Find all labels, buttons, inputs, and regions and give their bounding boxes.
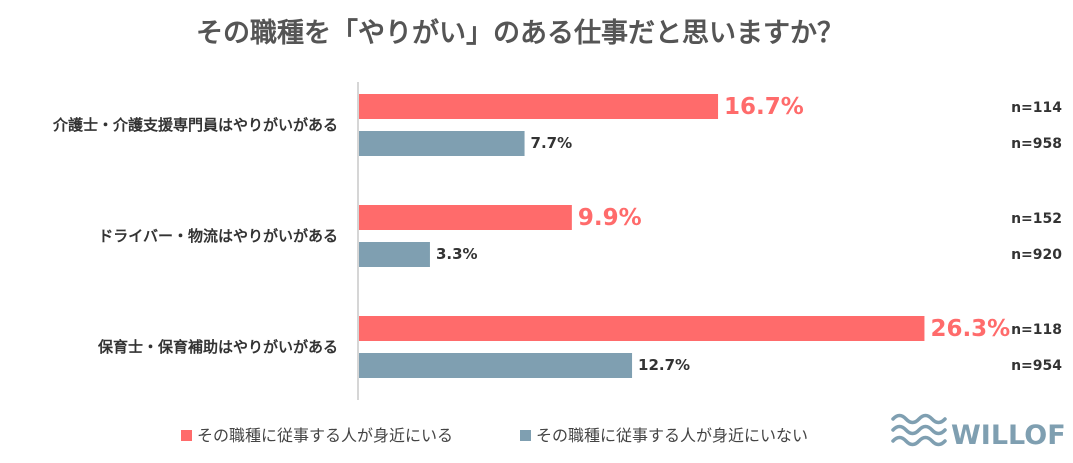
sample-size-label: n=118 — [1011, 322, 1062, 338]
data-label: 12.7% — [638, 356, 690, 374]
category-label: 保育士・保育補助はやりがいがある — [97, 338, 338, 356]
bar-not-nearby — [359, 131, 525, 156]
willof-logo: WILLOF — [891, 413, 1066, 451]
bar-not-nearby — [359, 353, 633, 378]
bar-nearby — [359, 94, 719, 119]
bars-layer: 介護士・介護支援専門員はやりがいがある 16.7% n=114 7.7% n=958 ドラ… — [52, 94, 1062, 378]
waves-icon — [891, 413, 947, 447]
data-label: 9.9% — [578, 205, 642, 231]
bar-not-nearby — [359, 242, 430, 267]
data-label: 16.7% — [724, 94, 804, 120]
legend-label: その職種に従事する人が身近にいない — [536, 426, 808, 445]
legend-swatch — [520, 430, 531, 441]
data-label: 7.7% — [531, 134, 573, 152]
wave-line — [891, 413, 947, 425]
category-label: 介護士・介護支援専門員はやりがいがある — [52, 116, 338, 134]
legend: その職種に従事する人が身近にいる その職種に従事する人が身近にいない — [181, 426, 808, 445]
wave-line — [891, 424, 947, 436]
legend-swatch — [181, 430, 192, 441]
chart-title: その職種を「やりがい」のある仕事だと思いますか？ — [196, 17, 844, 49]
category-label: ドライバー・物流はやりがいがある — [98, 227, 338, 245]
bar-nearby — [359, 205, 572, 230]
sample-size-label: n=954 — [1011, 358, 1062, 374]
wave-line — [891, 435, 947, 447]
bar-nearby — [359, 316, 925, 341]
sample-size-label: n=958 — [1011, 136, 1062, 152]
logo-text: WILLOF — [951, 420, 1066, 451]
data-label: 26.3% — [930, 316, 1010, 342]
legend-label: その職種に従事する人が身近にいる — [197, 426, 453, 445]
sample-size-label: n=152 — [1011, 211, 1062, 227]
sample-size-label: n=114 — [1011, 100, 1062, 116]
sample-size-label: n=920 — [1011, 247, 1062, 263]
data-label: 3.3% — [436, 245, 478, 263]
